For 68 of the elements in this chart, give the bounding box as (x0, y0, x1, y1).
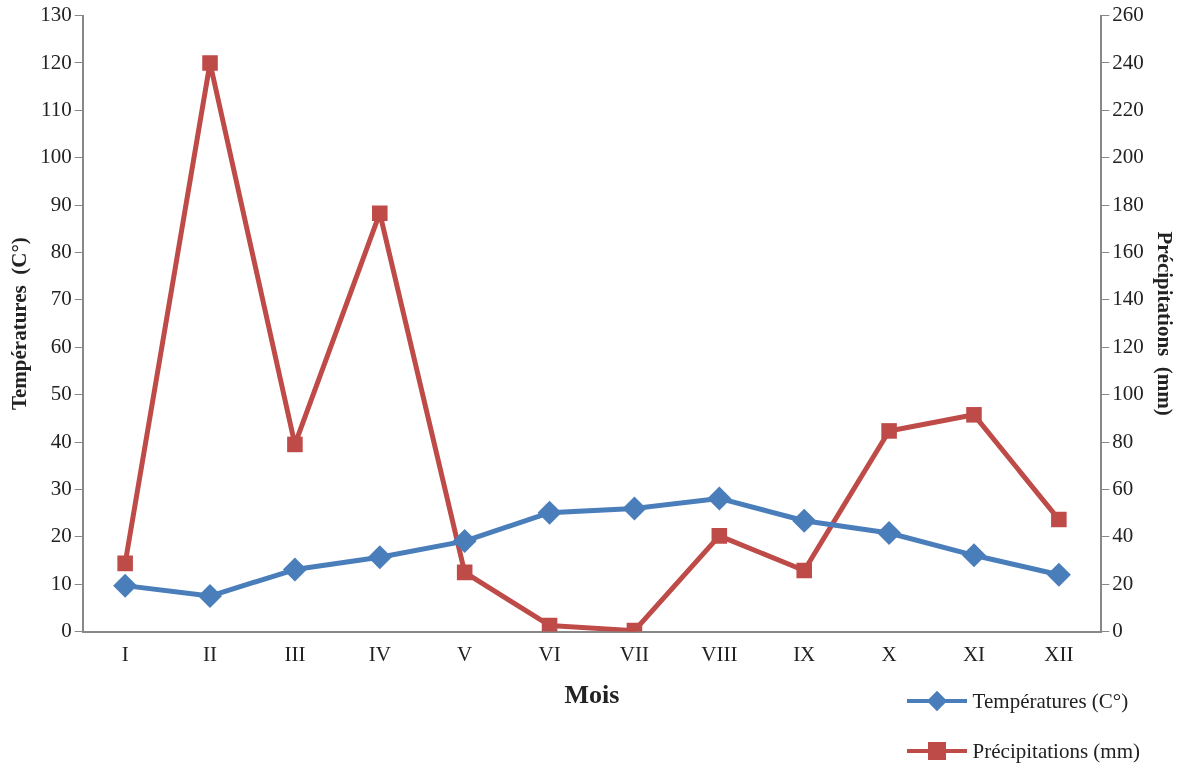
y-tick-label: 0 (61, 618, 72, 643)
x-tick-label: XI (962, 641, 986, 666)
y-tick-label: 50 (50, 381, 72, 406)
y-tick-label: 80 (50, 239, 72, 264)
y2-tick-label: 80 (1112, 428, 1134, 453)
y-tick-label: 110 (40, 96, 72, 121)
y2-tick-label: 120 (1112, 333, 1144, 358)
y2-tick-label: 260 (1112, 2, 1144, 27)
y-tick-label: 90 (50, 191, 72, 216)
y-tick-label: 120 (40, 49, 72, 74)
y2-tick-label: 180 (1112, 191, 1144, 216)
point (202, 55, 218, 71)
point (961, 543, 986, 568)
point (367, 545, 392, 570)
y2-axis-title: Précipitations (mm) (1152, 231, 1177, 416)
point (707, 486, 732, 511)
point (456, 564, 473, 581)
point (966, 407, 982, 423)
y-tick-label: 100 (40, 144, 72, 169)
point (198, 584, 223, 609)
y2-tick-label: 240 (1112, 49, 1144, 74)
y2-tick-label: 40 (1112, 523, 1134, 548)
point (287, 436, 303, 453)
x-tick-label: I (121, 641, 129, 666)
y2-tick-label: 220 (1112, 96, 1144, 121)
y2-tick-label: 0 (1112, 618, 1123, 643)
point (541, 617, 558, 632)
x-tick-label: VI (538, 641, 561, 666)
legend-label: Précipitations (mm) (972, 738, 1140, 764)
x-tick-label: XII (1044, 641, 1074, 666)
legend-label: Températures (C°) (972, 688, 1129, 714)
y-tick-label: 30 (50, 475, 72, 500)
y-tick-label: 20 (50, 523, 72, 548)
y-tick-label: 130 (40, 2, 72, 27)
x-axis-title: Mois (564, 680, 620, 710)
x-tick-label: II (203, 641, 218, 666)
point (796, 562, 812, 579)
y-tick-label: 70 (50, 286, 72, 311)
y2-tick-label: 20 (1112, 570, 1134, 595)
point (282, 557, 307, 582)
point (452, 529, 477, 554)
y-tick-label: 60 (50, 333, 72, 358)
y2-tick-label: 100 (1112, 381, 1144, 406)
point (792, 508, 817, 533)
y-axis-title: Températures (C°) (7, 237, 32, 411)
x-tick-label: VIII (701, 641, 738, 666)
x-tick-label: IX (793, 641, 816, 666)
y2-tick-label: 140 (1112, 286, 1144, 311)
x-tick-label: VII (619, 641, 650, 666)
y2-tick-label: 160 (1112, 239, 1144, 264)
point (877, 521, 902, 546)
point (1051, 511, 1067, 528)
x-tick-label: IV (368, 641, 391, 666)
y-tick-label: 10 (50, 570, 72, 595)
point (711, 528, 728, 544)
y-tick-label: 40 (50, 428, 72, 453)
point (372, 205, 388, 221)
point (1046, 562, 1071, 587)
point (622, 496, 647, 521)
x-tick-label: X (881, 641, 897, 666)
point (881, 423, 897, 439)
point (117, 555, 133, 572)
x-tick-label: III (284, 641, 306, 666)
x-tick-label: V (457, 641, 473, 666)
point (537, 500, 562, 525)
y2-tick-label: 60 (1112, 475, 1134, 500)
y2-tick-label: 200 (1112, 144, 1144, 169)
point (113, 573, 138, 598)
